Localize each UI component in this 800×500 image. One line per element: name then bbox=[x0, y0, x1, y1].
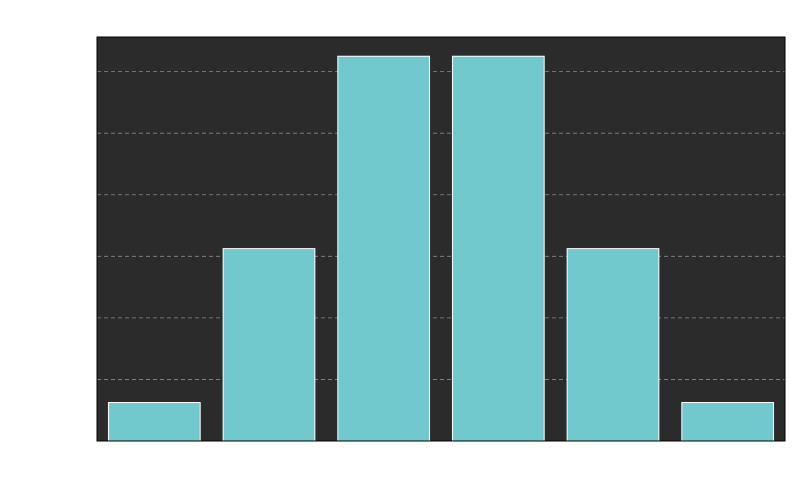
bar-6 bbox=[681, 402, 775, 442]
plot-area bbox=[97, 37, 785, 441]
bar-4 bbox=[451, 55, 545, 442]
bar-3 bbox=[337, 55, 431, 442]
axes-frame bbox=[96, 36, 786, 442]
bar-5 bbox=[566, 248, 660, 442]
bars bbox=[107, 55, 775, 442]
bar-1 bbox=[107, 402, 201, 442]
gridlines bbox=[97, 71, 785, 380]
bar-2 bbox=[222, 248, 316, 442]
